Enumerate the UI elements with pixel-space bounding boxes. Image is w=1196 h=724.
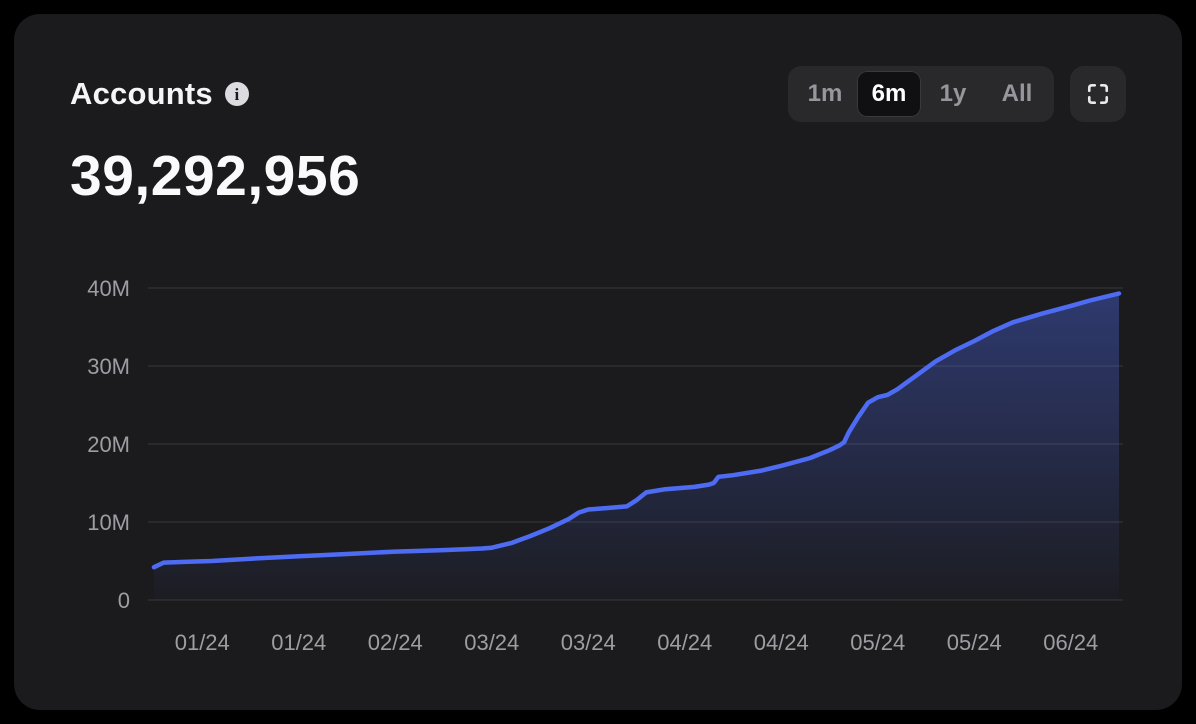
- accounts-card: Accounts i 1m 6m 1y All 39,292,956 40M 30…: [14, 14, 1182, 710]
- y-axis-label: 10M: [87, 510, 130, 535]
- chart-container: 40M 30M 20M 10M 0 01/24 01/24 02/24 03/24 03/24 04…: [34, 264, 1182, 679]
- y-axis-label: 0: [118, 588, 130, 613]
- x-axis-label: 01/24: [271, 630, 326, 655]
- page-title: Accounts: [70, 76, 213, 111]
- fullscreen-button[interactable]: [1070, 66, 1126, 122]
- chart-line: [151, 291, 1122, 570]
- range-button-1m[interactable]: 1m: [793, 71, 857, 117]
- chart-area: [154, 293, 1119, 600]
- title-row: Accounts i: [70, 76, 249, 112]
- x-axis-label: 04/24: [754, 630, 809, 655]
- x-axis-label: 02/24: [368, 630, 423, 655]
- y-axis-label: 20M: [87, 432, 130, 457]
- accounts-total-value: 39,292,956: [70, 144, 361, 208]
- y-axis-label: 30M: [87, 354, 130, 379]
- range-button-all[interactable]: All: [985, 71, 1049, 117]
- x-axis-label: 01/24: [175, 630, 230, 655]
- x-axis-label: 05/24: [850, 630, 905, 655]
- x-axis-label: 03/24: [561, 630, 616, 655]
- range-button-1y[interactable]: 1y: [921, 71, 985, 117]
- x-axis-label: 04/24: [657, 630, 712, 655]
- x-axis-label: 06/24: [1043, 630, 1098, 655]
- card-header: Accounts i 1m 6m 1y All: [70, 66, 1126, 122]
- fullscreen-expand-icon: [1086, 82, 1110, 106]
- chart-controls: 1m 6m 1y All: [788, 66, 1126, 122]
- x-axis-label: 05/24: [947, 630, 1002, 655]
- accounts-chart[interactable]: 40M 30M 20M 10M 0 01/24 01/24 02/24 03/24 03/24 04…: [34, 264, 1184, 674]
- y-axis-label: 40M: [87, 276, 130, 301]
- info-icon[interactable]: i: [224, 82, 249, 106]
- time-range-selector: 1m 6m 1y All: [788, 66, 1054, 122]
- range-button-6m[interactable]: 6m: [857, 71, 921, 117]
- x-axis-label: 03/24: [464, 630, 519, 655]
